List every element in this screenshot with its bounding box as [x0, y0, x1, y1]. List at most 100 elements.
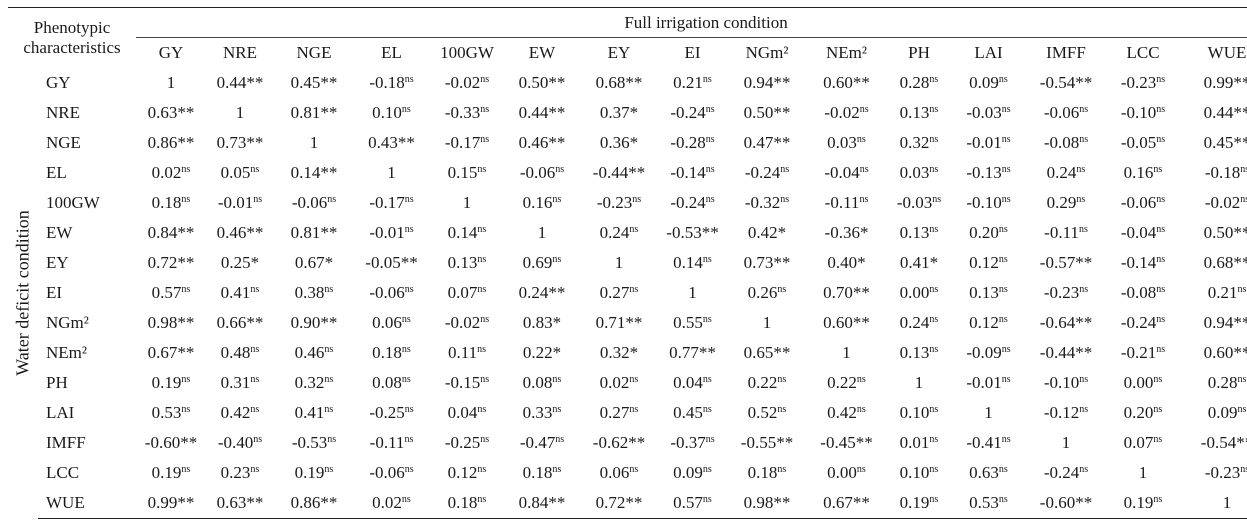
correlation-cell: 0.70** [823, 283, 870, 302]
correlation-cell: 0.18ns [522, 463, 562, 482]
correlation-cell: 0.24** [518, 283, 566, 302]
corner-label-line1: Phenotypic [33, 18, 111, 37]
correlation-cell: -0.11ns [824, 193, 869, 212]
column-header: LAI [974, 43, 1003, 62]
correlation-cell: -0.17ns [444, 133, 490, 152]
correlation-cell: 0.29ns [1046, 193, 1086, 212]
correlation-cell: -0.02ns [444, 73, 490, 92]
correlation-cell: 0.27ns [599, 283, 639, 302]
correlation-cell: 0.65** [743, 343, 791, 362]
correlation-cell: -0.60** [1024, 488, 1108, 519]
table-row: EI 0.57ns 0.41ns 0.38ns -0.06ns 0.07ns 0.24** 0… [8, 278, 1247, 308]
correlation-cell: 0.44** [216, 73, 264, 92]
correlation-cell: 0.19ns [1108, 488, 1178, 519]
correlation-cell: -0.24ns [744, 163, 790, 182]
table-row: EW 0.84** 0.46** 0.81** -0.01ns 0.14ns 1 0.24ns… [8, 218, 1247, 248]
correlation-cell: 0.03ns [899, 163, 939, 182]
correlation-cell: 0.50** [1203, 223, 1247, 242]
correlation-cell: 0.09ns [1207, 403, 1247, 422]
correlation-cell: 0.60** [823, 313, 870, 332]
table-row: 100GW 0.18ns -0.01ns -0.06ns -0.17ns 1 0.16ns -… [8, 188, 1247, 218]
correlation-cell: 0.57ns [659, 488, 726, 519]
correlation-cell: 0.55ns [673, 313, 712, 332]
correlation-cell: -0.23ns [596, 193, 642, 212]
column-header: EY [607, 43, 631, 62]
correlation-cell: 0.13ns [899, 223, 939, 242]
correlation-cell: 0.28ns [1207, 373, 1247, 392]
correlation-cell: 0.09ns [673, 463, 712, 482]
correlation-cell: 1 [1061, 433, 1071, 452]
correlation-cell: 0.57ns [151, 283, 191, 302]
column-header: NRE [223, 43, 257, 62]
correlation-cell: -0.06ns [519, 163, 565, 182]
correlation-cell: 0.18ns [151, 193, 191, 212]
correlation-cell: 0.31ns [220, 373, 260, 392]
correlation-cell: 0.20ns [969, 223, 1008, 242]
correlation-cell: 0.94** [743, 73, 791, 92]
correlation-cell: 0.07ns [447, 283, 487, 302]
column-header-row: GY NRE NGE EL 100GW EW EY EI NGm² NEm² PH LAI IMFF LC… [8, 38, 1247, 69]
correlation-cell: 0.24ns [899, 313, 939, 332]
correlation-cell: -0.25ns [369, 403, 414, 422]
correlation-cell: 0.84** [147, 223, 195, 242]
correlation-cell: 0.41ns [294, 403, 334, 422]
correlation-cell: 0.69ns [522, 253, 562, 272]
correlation-cell: -0.13ns [966, 163, 1011, 182]
correlation-cell: 0.53ns [953, 488, 1024, 519]
correlation-cell: 0.36* [599, 133, 639, 152]
row-label: GY [46, 73, 71, 92]
correlation-cell: 1 [309, 133, 319, 152]
correlation-cell: 0.01ns [899, 433, 939, 452]
correlation-cell: 0.63** [147, 103, 195, 122]
corner-header: Phenotypic characteristics [8, 7, 136, 68]
column-header: LCC [1126, 43, 1160, 62]
row-label: LCC [46, 463, 80, 482]
correlation-cell: -0.02ns [1204, 193, 1247, 212]
column-header: NEm² [826, 43, 867, 62]
water-deficit-label: Water deficit condition [12, 210, 33, 376]
correlation-cell: -0.53ns [291, 433, 337, 452]
correlation-cell: -0.55** [740, 433, 794, 452]
correlation-cell: 1 [688, 283, 697, 302]
correlation-cell: 0.63** [206, 488, 274, 519]
correlation-cell: -0.45** [820, 433, 873, 452]
correlation-cell: 0.10ns [899, 463, 939, 482]
row-label: NEm² [46, 343, 87, 362]
correlation-cell: -0.11ns [1044, 223, 1088, 242]
correlation-cell: -0.44** [592, 163, 646, 182]
correlation-cell: -0.03ns [966, 103, 1011, 122]
correlation-cell: -0.24ns [1120, 313, 1166, 332]
row-label: EY [46, 253, 69, 272]
correlation-cell: 0.45ns [673, 403, 712, 422]
correlation-cell: 0.45** [290, 73, 338, 92]
correlation-cell: 0.25* [220, 253, 260, 272]
correlation-cell: 0.09ns [969, 73, 1008, 92]
correlation-cell: 0.03ns [827, 133, 866, 152]
correlation-cell: 0.19ns [151, 463, 191, 482]
correlation-cell: -0.10ns [1043, 373, 1089, 392]
correlation-cell: 0.22* [522, 343, 562, 362]
table-row: LAI 0.53ns 0.42ns 0.41ns -0.25ns 0.04ns 0.33ns… [8, 398, 1247, 428]
correlation-cell: -0.10ns [966, 193, 1011, 212]
correlation-cell: 0.48ns [220, 343, 260, 362]
correlation-cell: 0.53ns [151, 403, 191, 422]
correlation-cell: 0.22ns [747, 373, 787, 392]
correlation-cell: 0.13ns [447, 253, 487, 272]
correlation-cell: 1 [537, 223, 547, 242]
correlation-cell: 0.04ns [447, 403, 487, 422]
correlation-cell: 0.72** [147, 253, 195, 272]
correlation-cell: 1 [984, 403, 993, 422]
correlation-cell: 0.46** [216, 223, 264, 242]
correlation-cell: 0.66** [216, 313, 264, 332]
row-label: LAI [46, 403, 75, 422]
water-deficit-side-header: Water deficit condition [8, 68, 38, 518]
column-header: EW [528, 43, 556, 62]
row-label: EW [46, 223, 73, 242]
correlation-cell: 0.13ns [969, 283, 1008, 302]
correlation-cell: -0.17ns [369, 193, 414, 212]
correlation-cell: -0.10ns [1120, 103, 1166, 122]
correlation-cell: 0.00ns [899, 283, 939, 302]
correlation-cell: 0.68** [1203, 253, 1247, 272]
row-label: WUE [38, 488, 136, 519]
correlation-cell: 0.52ns [747, 403, 787, 422]
